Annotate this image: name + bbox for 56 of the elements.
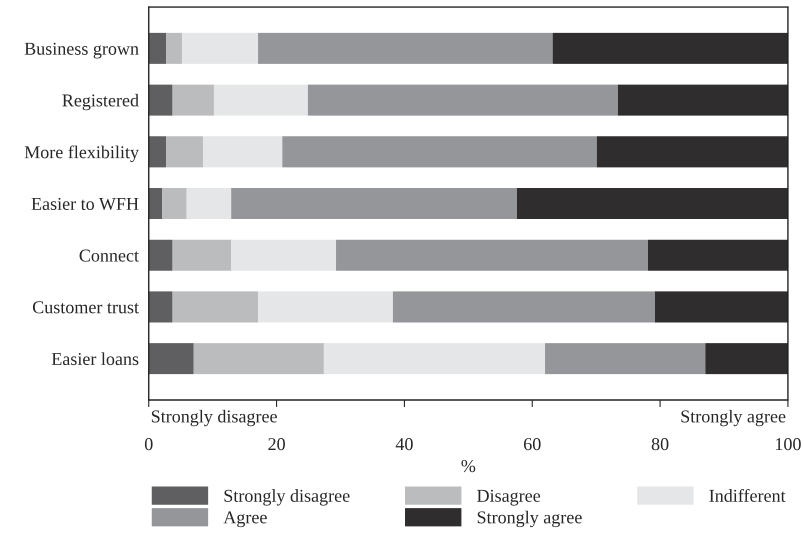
- bar: [552, 32, 788, 64]
- bar: [166, 136, 204, 168]
- bar: [162, 188, 186, 220]
- bar: [705, 343, 788, 374]
- bar: [282, 136, 597, 168]
- bar: [324, 343, 546, 374]
- bar: [258, 32, 553, 64]
- legend-label: Indifferent: [709, 488, 786, 502]
- bar: [231, 240, 336, 271]
- bar: [231, 188, 517, 220]
- bar: [336, 240, 648, 271]
- y-tick-label: Connect: [80, 250, 139, 262]
- bar: [516, 188, 788, 220]
- y-tick-label: Customer trust: [32, 301, 139, 314]
- bar: [545, 343, 706, 374]
- legend-label: Agree: [223, 511, 267, 528]
- bar: [193, 343, 324, 374]
- bar: [618, 84, 788, 116]
- legend-label: Disagree: [477, 490, 540, 506]
- bar: [182, 32, 258, 64]
- bar: [258, 291, 393, 322]
- bar: [596, 136, 788, 168]
- text: Strongly disagree: [152, 410, 277, 426]
- bar: [172, 291, 258, 322]
- bar: [148, 291, 172, 322]
- bar: [214, 84, 308, 116]
- bar: [148, 240, 172, 271]
- x-tick-label: 100: [776, 438, 801, 450]
- bar: [203, 136, 282, 168]
- bar: [172, 240, 232, 271]
- legend-label: Strongly agree: [478, 510, 582, 528]
- text: Strongly agree: [681, 410, 786, 426]
- bar: [148, 32, 166, 64]
- y-tick-label: More flexibility: [24, 145, 139, 162]
- y-tick-label: Easier to WFH: [32, 198, 138, 210]
- x-tick-label: 20: [268, 438, 285, 450]
- bar: [148, 188, 162, 220]
- bar: [654, 291, 788, 322]
- y-tick-label: Business grown: [24, 42, 139, 59]
- bar: [148, 136, 166, 168]
- bar: [186, 188, 232, 220]
- x-axis-title: %: [461, 460, 476, 472]
- bar: [308, 84, 618, 116]
- bar: [172, 84, 214, 116]
- bar: [148, 84, 172, 116]
- y-tick-label: Registered: [62, 94, 139, 110]
- x-tick-label: 60: [524, 438, 541, 450]
- y-tick-label: Easier loans: [52, 352, 138, 366]
- x-tick-label: 0: [144, 438, 153, 450]
- bar: [648, 240, 788, 271]
- bar: [392, 291, 655, 322]
- legend-label: Strongly disagree: [224, 489, 350, 506]
- x-tick-label: 40: [396, 438, 413, 450]
- x-tick-label: 80: [652, 438, 668, 450]
- bar: [166, 32, 182, 64]
- bar: [148, 343, 194, 374]
